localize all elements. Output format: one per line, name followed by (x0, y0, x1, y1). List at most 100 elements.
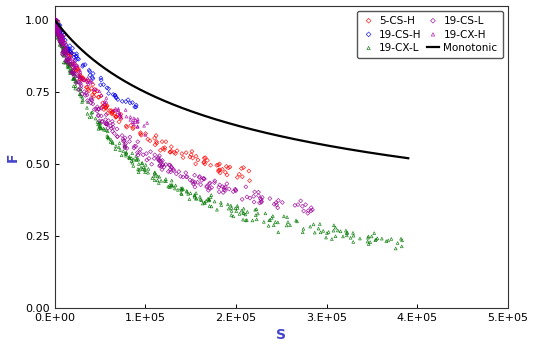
19-CS-L (58, 44, 67, 49)
19-CS-L (62, 55, 71, 61)
19-CX-L (51, 19, 60, 24)
19-CS-L (60, 48, 68, 54)
19-CS-L (52, 29, 61, 34)
19-CS-L (104, 118, 113, 123)
19-CX-L (162, 179, 170, 184)
19-CS-L (202, 184, 211, 190)
5-CS-H (71, 66, 80, 72)
19-CX-L (108, 141, 117, 146)
19-CX-H (73, 63, 81, 68)
19-CX-L (56, 40, 65, 46)
5-CS-H (122, 123, 130, 129)
19-CX-L (59, 51, 67, 57)
19-CS-L (76, 81, 85, 87)
5-CS-H (213, 163, 221, 168)
19-CS-L (52, 27, 61, 33)
19-CX-L (66, 70, 75, 76)
19-CS-L (57, 42, 66, 48)
19-CX-L (183, 188, 191, 193)
19-CX-L (121, 151, 130, 157)
19-CX-L (53, 23, 61, 28)
5-CS-H (73, 66, 82, 72)
5-CS-H (51, 19, 59, 25)
19-CS-L (51, 21, 60, 26)
19-CS-H (52, 22, 60, 28)
19-CS-H (114, 97, 122, 102)
19-CX-H (100, 99, 108, 104)
19-CX-L (166, 182, 174, 188)
19-CX-L (52, 29, 61, 35)
19-CX-L (309, 222, 318, 227)
5-CS-H (158, 139, 167, 144)
19-CS-L (56, 39, 65, 45)
19-CX-L (51, 17, 59, 23)
19-CX-L (51, 17, 60, 23)
19-CX-H (53, 24, 62, 29)
5-CS-H (53, 22, 62, 28)
19-CX-L (51, 25, 60, 31)
19-CX-L (107, 137, 115, 142)
19-CX-L (153, 174, 162, 179)
19-CX-L (252, 213, 260, 218)
5-CS-H (171, 151, 180, 156)
19-CX-H (53, 26, 61, 32)
19-CX-L (205, 198, 213, 203)
19-CX-H (51, 17, 59, 23)
5-CS-H (54, 19, 62, 25)
19-CS-H (111, 93, 119, 98)
19-CX-L (292, 218, 300, 223)
19-CS-L (290, 203, 299, 208)
19-CS-L (51, 17, 59, 23)
19-CX-L (364, 241, 373, 247)
19-CX-L (190, 194, 199, 200)
19-CS-H (121, 99, 130, 104)
19-CX-H (70, 61, 79, 66)
19-CS-L (158, 167, 166, 172)
5-CS-H (144, 136, 152, 142)
19-CX-H (133, 119, 142, 125)
5-CS-H (166, 149, 175, 155)
19-CS-L (102, 112, 111, 118)
5-CS-H (60, 46, 69, 52)
19-CX-L (51, 17, 59, 23)
19-CS-L (58, 37, 66, 42)
19-CS-L (307, 205, 316, 211)
19-CS-L (170, 168, 178, 174)
5-CS-H (51, 17, 60, 23)
19-CX-L (171, 183, 180, 188)
19-CS-H (57, 32, 65, 38)
19-CX-L (65, 63, 74, 69)
19-CX-L (51, 24, 59, 30)
19-CS-L (119, 136, 128, 142)
19-CS-L (146, 149, 155, 155)
19-CX-L (164, 184, 172, 189)
19-CX-L (238, 208, 246, 213)
19-CS-L (130, 143, 139, 149)
19-CS-L (304, 208, 312, 213)
19-CX-L (100, 127, 108, 133)
19-CS-L (242, 194, 251, 200)
5-CS-H (58, 41, 66, 47)
19-CX-L (96, 123, 104, 128)
19-CX-L (171, 186, 179, 191)
19-CX-L (91, 116, 100, 121)
5-CS-H (112, 114, 121, 119)
19-CS-L (130, 145, 138, 151)
19-CS-L (220, 187, 229, 193)
5-CS-H (235, 172, 244, 177)
19-CX-L (132, 157, 141, 163)
5-CS-H (237, 166, 246, 171)
19-CS-L (62, 52, 70, 57)
19-CS-L (67, 69, 76, 75)
19-CX-L (116, 147, 124, 153)
19-CX-H (61, 45, 70, 50)
19-CS-L (272, 200, 280, 205)
19-CX-L (54, 32, 62, 38)
19-CS-L (58, 35, 66, 40)
19-CS-L (160, 164, 168, 170)
19-CS-L (150, 156, 159, 161)
19-CX-H (114, 108, 122, 113)
19-CX-H (122, 114, 131, 119)
19-CS-L (172, 171, 180, 177)
19-CX-H (134, 118, 142, 124)
